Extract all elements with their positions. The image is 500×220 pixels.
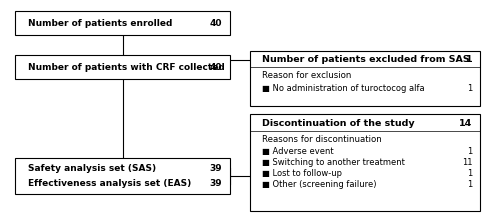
Text: Number of patients with CRF collected: Number of patients with CRF collected — [28, 63, 224, 72]
Text: 1: 1 — [467, 84, 472, 92]
Text: ■ Other (screening failure): ■ Other (screening failure) — [262, 180, 377, 189]
Text: ■ Switching to another treatment: ■ Switching to another treatment — [262, 158, 406, 167]
Text: 11: 11 — [462, 158, 472, 167]
FancyBboxPatch shape — [250, 114, 480, 211]
Text: Safety analysis set (SAS): Safety analysis set (SAS) — [28, 165, 156, 173]
Text: Effectiveness analysis set (EAS): Effectiveness analysis set (EAS) — [28, 179, 191, 188]
Text: Number of patients enrolled: Number of patients enrolled — [28, 19, 172, 28]
Text: ■ Lost to follow-up: ■ Lost to follow-up — [262, 169, 342, 178]
Text: 39: 39 — [210, 165, 222, 173]
Text: 1: 1 — [467, 169, 472, 178]
Text: 40: 40 — [210, 63, 222, 72]
Text: 1: 1 — [466, 55, 472, 64]
Text: 40: 40 — [210, 19, 222, 28]
FancyBboxPatch shape — [15, 158, 230, 194]
Text: 39: 39 — [210, 179, 222, 188]
Text: Discontinuation of the study: Discontinuation of the study — [262, 119, 415, 128]
Text: 1: 1 — [467, 180, 472, 189]
Text: 14: 14 — [459, 119, 472, 128]
Text: 1: 1 — [467, 147, 472, 156]
Text: ■ Adverse event: ■ Adverse event — [262, 147, 334, 156]
Text: Number of patients excluded from SAS: Number of patients excluded from SAS — [262, 55, 470, 64]
Text: Reason for exclusion: Reason for exclusion — [262, 72, 352, 80]
Text: ■ No administration of turoctocog alfa: ■ No administration of turoctocog alfa — [262, 84, 425, 92]
Text: Reasons for discontinuation: Reasons for discontinuation — [262, 135, 382, 144]
FancyBboxPatch shape — [15, 11, 230, 35]
FancyBboxPatch shape — [15, 55, 230, 79]
FancyBboxPatch shape — [250, 51, 480, 106]
